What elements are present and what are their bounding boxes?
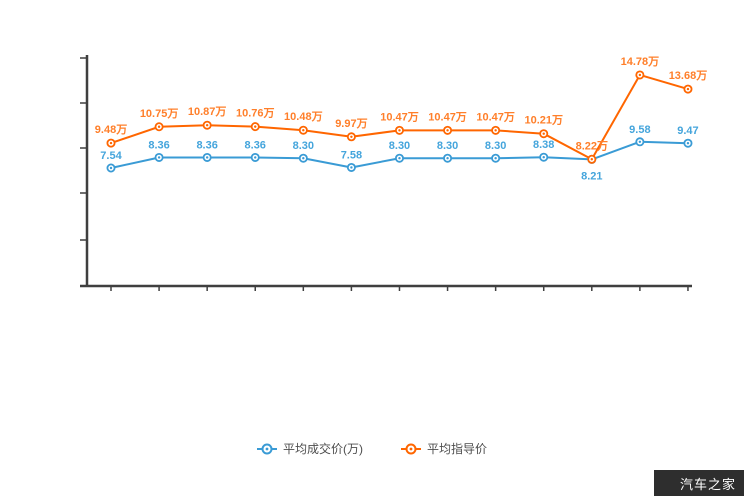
deal-price-point-core xyxy=(638,140,642,143)
guide-price-label: 10.47万 xyxy=(428,110,467,123)
guide-price-label: 14.78万 xyxy=(621,55,660,68)
watermark-badge: 汽车之家 xyxy=(654,470,744,496)
deal-price-label: 7.58 xyxy=(341,149,362,161)
deal-price-label: 8.30 xyxy=(437,140,458,152)
deal-price-point-core xyxy=(686,141,690,145)
guide-price-label: 10.75万 xyxy=(140,107,179,120)
guide-price-label: 10.21万 xyxy=(524,114,563,127)
deal-price-label: 8.36 xyxy=(148,139,169,151)
legend-marker-icon xyxy=(400,443,421,454)
deal-price-point-core xyxy=(494,157,497,160)
guide-price-point-core xyxy=(205,124,209,127)
guide-price-label: 10.47万 xyxy=(476,110,515,123)
guide-price-point-core xyxy=(398,129,401,132)
guide-price-label: 9.97万 xyxy=(335,117,367,130)
deal-price-point-core xyxy=(205,156,209,159)
legend-label: 平均成交价(万) xyxy=(282,442,363,456)
guide-price-label: 10.48万 xyxy=(284,110,323,123)
guide-price-label: 8.22万 xyxy=(576,139,608,152)
deal-price-label: 9.58 xyxy=(629,124,650,136)
deal-price-label: 8.30 xyxy=(293,140,314,152)
guide-price-label: 10.76万 xyxy=(236,107,275,120)
guide-price-label: 10.87万 xyxy=(188,105,227,118)
deal-price-label: 8.36 xyxy=(196,139,217,151)
guide-price-point-core xyxy=(494,129,497,132)
guide-price-point-core xyxy=(350,135,353,138)
legend-item-deal-price[interactable]: 平均成交价(万) xyxy=(256,440,363,457)
guide-price-point-core xyxy=(109,141,113,145)
deal-price-label: 9.47 xyxy=(677,125,698,137)
guide-price-point-core xyxy=(542,132,545,135)
legend-item-guide-price[interactable]: 平均指导价 xyxy=(400,440,487,457)
guide-price-label: 10.47万 xyxy=(380,110,419,123)
deal-price-point-core xyxy=(157,156,161,159)
deal-price-point-core xyxy=(398,157,401,160)
deal-price-label: 8.38 xyxy=(533,139,554,151)
guide-price-point-core xyxy=(302,129,305,132)
deal-price-point-core xyxy=(350,166,353,169)
deal-price-point-core xyxy=(446,157,449,160)
price-trend-chart: 7.54 8.36 8.36 8.36 8.30 7.58 8.30 8.30 8.30 8.38… xyxy=(80,55,708,291)
deal-price-point-core xyxy=(302,157,305,160)
deal-price-point-core xyxy=(109,166,113,170)
guide-price-label: 9.48万 xyxy=(95,123,127,136)
chart-legend: 平均成交价(万) 平均指导价 xyxy=(0,440,744,457)
deal-price-label: 8.21 xyxy=(581,170,602,182)
guide-price-label: 13.68万 xyxy=(669,69,708,82)
deal-price-label: 8.30 xyxy=(485,140,506,152)
guide-price-point-core xyxy=(157,125,161,128)
guide-price-point-core xyxy=(686,87,690,91)
watermark-brand-text: 汽车之家 xyxy=(679,476,736,492)
guide-price-point-core xyxy=(590,158,593,161)
guide-price-point-core xyxy=(638,73,642,77)
legend-marker-icon xyxy=(256,443,277,454)
deal-price-label: 8.30 xyxy=(389,140,410,152)
legend-label: 平均指导价 xyxy=(426,442,487,456)
deal-price-point-core xyxy=(542,156,545,159)
deal-price-point-core xyxy=(254,156,257,159)
deal-price-label: 8.36 xyxy=(245,139,266,151)
deal-price-label: 7.54 xyxy=(100,150,122,162)
guide-price-point-core xyxy=(254,125,257,128)
guide-price-point-core xyxy=(446,129,449,132)
